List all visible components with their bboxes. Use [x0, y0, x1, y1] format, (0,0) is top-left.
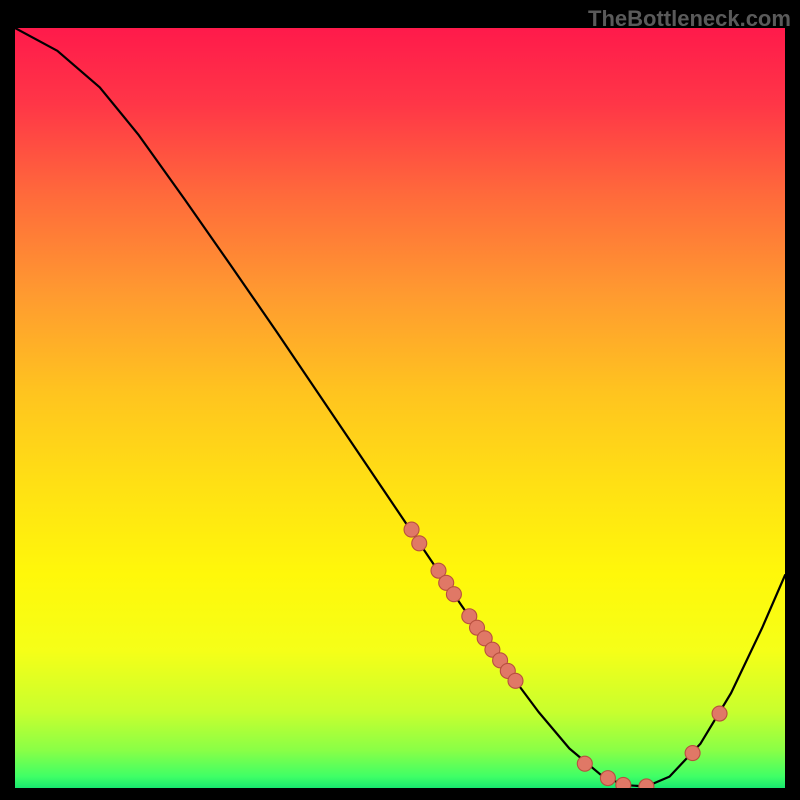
- chart-background: [15, 28, 785, 788]
- data-marker: [412, 536, 427, 551]
- chart-svg: [15, 28, 785, 788]
- data-marker: [577, 756, 592, 771]
- data-marker: [404, 522, 419, 537]
- data-marker: [616, 777, 631, 788]
- data-marker: [712, 706, 727, 721]
- data-marker: [685, 746, 700, 761]
- data-marker: [446, 587, 461, 602]
- data-marker: [600, 771, 615, 786]
- plot-area: [15, 28, 785, 788]
- data-marker: [508, 673, 523, 688]
- chart-container: TheBottleneck.com: [0, 0, 800, 800]
